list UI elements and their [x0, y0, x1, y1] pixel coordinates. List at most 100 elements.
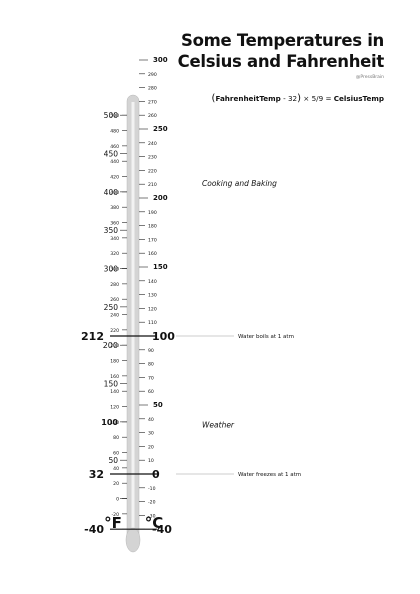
fahrenheit-tick-label: 480 — [110, 129, 119, 135]
key-fahrenheit-value: 212 — [81, 330, 104, 343]
key-point: -40 -40 — [84, 523, 172, 536]
fahrenheit-tick-label: 220 — [110, 328, 119, 334]
celsius-tick-label: 270 — [148, 99, 157, 105]
celsius-tick-label: 210 — [148, 182, 157, 188]
formula-open-paren: ( — [211, 93, 216, 104]
fahrenheit-tick-label: 380 — [110, 205, 119, 211]
conversion-formula: (FahrenheitTemp - 32) × 5/9 = CelsiusTem… — [212, 93, 384, 104]
celsius-tick-label: 220 — [148, 168, 157, 174]
celsius-tick-label: 30 — [148, 431, 154, 437]
celsius-tick-label: 20 — [148, 444, 154, 450]
celsius-tick-label: 50 — [153, 401, 163, 409]
fahrenheit-tick-label: 140 — [110, 389, 119, 395]
fahrenheit-major-label: 100 — [101, 418, 118, 427]
key-note: Water boils at 1 atm — [238, 334, 294, 340]
fahrenheit-tick-label: 120 — [110, 405, 119, 411]
celsius-tick-label: 170 — [148, 237, 157, 243]
celsius-tick-label: 130 — [148, 293, 157, 299]
fahrenheit-tick-label: 420 — [110, 175, 119, 181]
fahrenheit-major-label: 300 — [104, 265, 119, 274]
region-label: Weather — [202, 421, 235, 430]
celsius-tick-label: 160 — [148, 251, 157, 257]
celsius-tick-label: 200 — [153, 194, 168, 202]
celsius-tick-label: -20 — [148, 500, 156, 506]
celsius-tick-label: 280 — [148, 86, 157, 92]
celsius-tick-label: 40 — [148, 417, 154, 423]
tube-bore — [131, 102, 135, 532]
celsius-tick-label: 110 — [148, 320, 157, 326]
fahrenheit-major-label: 500 — [104, 111, 119, 120]
key-note: Water freezes at 1 atm — [238, 472, 301, 478]
thermometer-tube — [125, 94, 141, 553]
fahrenheit-major-label: 450 — [104, 150, 119, 159]
region-labels: Cooking and Baking Weather — [202, 179, 277, 430]
fahrenheit-tick-label: 240 — [110, 313, 119, 319]
key-point: 32 0 Water freezes at 1 atm — [89, 468, 301, 481]
fahrenheit-tick-label: 80 — [113, 435, 119, 441]
celsius-tick-label: 70 — [148, 375, 154, 381]
celsius-tick-label: 190 — [148, 210, 157, 216]
celsius-tick-label: 300 — [153, 56, 168, 64]
fahrenheit-major-label: 50 — [108, 456, 118, 465]
fahrenheit-major-label: 250 — [104, 303, 119, 312]
fahrenheit-tick-label: 280 — [110, 282, 119, 288]
fahrenheit-tick-label: 320 — [110, 251, 119, 257]
celsius-tick-label: 260 — [148, 113, 157, 119]
fahrenheit-major-label: 200 — [103, 341, 118, 350]
formula-minus-32: - 32 — [280, 94, 298, 103]
fahrenheit-tick-label: 260 — [110, 297, 119, 303]
celsius-tick-label: 140 — [148, 279, 157, 285]
scale-ticks: -30-20-101020304050607080901101201301401… — [101, 56, 168, 530]
celsius-tick-label: 80 — [148, 362, 154, 368]
key-celsius-value: -40 — [152, 523, 172, 536]
celsius-tick-label: 290 — [148, 72, 157, 78]
fahrenheit-unit-label: °F — [104, 514, 122, 532]
fahrenheit-tick-label: 360 — [110, 221, 119, 227]
celsius-tick-label: -10 — [148, 486, 156, 492]
thermometer-bulb — [125, 527, 141, 553]
celsius-tick-label: 60 — [148, 389, 154, 395]
fahrenheit-major-label: 150 — [104, 380, 119, 389]
celsius-unit-label: °C — [145, 514, 164, 532]
key-fahrenheit-value: 32 — [89, 468, 104, 481]
key-fahrenheit-value: -40 — [84, 523, 104, 536]
key-celsius-value: 100 — [152, 330, 175, 343]
fahrenheit-tick-label: 440 — [110, 159, 119, 165]
celsius-tick-label: 240 — [148, 141, 157, 147]
formula-fahrenheit-term: FahrenheitTemp — [215, 94, 281, 103]
celsius-tick-label: 250 — [153, 125, 168, 133]
fahrenheit-tick-label: 500 — [110, 113, 119, 119]
fahrenheit-tick-label: 100 — [110, 420, 119, 426]
fahrenheit-tick-label: 180 — [110, 359, 119, 365]
fahrenheit-tick-label: 40 — [113, 466, 119, 472]
fahrenheit-tick-label: 20 — [113, 481, 119, 487]
fahrenheit-major-label: 400 — [104, 188, 119, 197]
fahrenheit-tick-label: 160 — [110, 374, 119, 380]
celsius-tick-label: 150 — [153, 263, 168, 271]
fahrenheit-tick-label: -20 — [111, 512, 119, 518]
fahrenheit-major-label: 350 — [104, 226, 119, 235]
key-point: 212 100 Water boils at 1 atm — [81, 330, 294, 343]
celsius-tick-label: -30 — [148, 513, 156, 519]
celsius-tick-label: 180 — [148, 224, 157, 230]
fahrenheit-tick-label: 200 — [110, 343, 119, 349]
credit: @PressBrain — [355, 75, 384, 80]
celsius-tick-label: 90 — [148, 348, 154, 354]
celsius-tick-label: 230 — [148, 155, 157, 161]
celsius-tick-label: 10 — [148, 458, 154, 464]
chart-title: Some Temperatures in Celsius and Fahrenh… — [177, 31, 385, 71]
fahrenheit-tick-label: 0 — [116, 497, 119, 503]
fahrenheit-tick-label: 300 — [110, 267, 119, 273]
key-celsius-value: 0 — [152, 468, 160, 481]
region-label: Cooking and Baking — [202, 179, 277, 188]
celsius-tick-label: 120 — [148, 306, 157, 312]
fahrenheit-tick-label: 460 — [110, 144, 119, 150]
fahrenheit-tick-label: 60 — [113, 451, 119, 457]
formula-times-ratio: × 5/9 = — [301, 94, 334, 103]
fahrenheit-tick-label: 400 — [110, 190, 119, 196]
fahrenheit-tick-label: 340 — [110, 236, 119, 242]
formula-close-paren: ) — [297, 93, 302, 104]
formula-celsius-term: CelsiusTemp — [333, 94, 384, 103]
